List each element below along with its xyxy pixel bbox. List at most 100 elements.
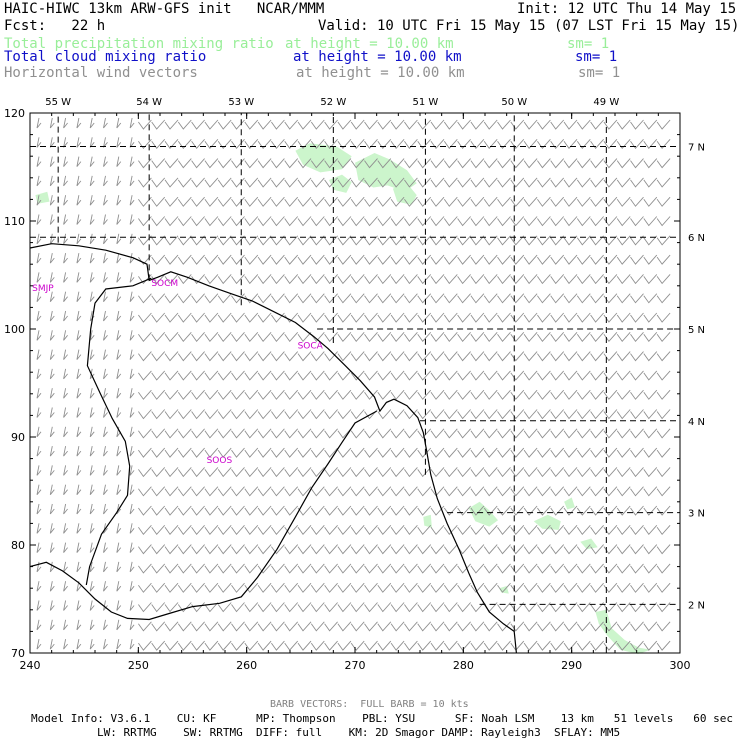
wind-barb — [550, 139, 565, 150]
wind-barb — [36, 581, 42, 592]
wind-barb — [537, 293, 551, 304]
precip-region-10 — [564, 497, 575, 510]
wind-barb — [36, 484, 42, 495]
wind-barb — [63, 117, 68, 129]
wind-barb — [76, 388, 82, 399]
wind-barb — [443, 525, 458, 536]
wind-barb — [417, 486, 432, 497]
wind-barb — [550, 312, 565, 323]
wind-barb — [129, 619, 135, 631]
wind-barb — [297, 428, 312, 439]
wind-barb — [244, 235, 259, 246]
wind-barb — [257, 177, 272, 188]
wind-barb — [129, 426, 135, 438]
wind-barb — [417, 119, 432, 130]
wind-barb — [523, 563, 538, 574]
wind-barb — [590, 293, 604, 304]
wind-barb — [470, 312, 485, 323]
wind-barb — [590, 119, 604, 130]
wind-barb — [284, 505, 299, 516]
wind-barb — [231, 312, 245, 323]
wind-barb — [656, 119, 671, 130]
wind-barb — [297, 525, 312, 536]
wind-barb — [337, 447, 352, 458]
wind-barb — [284, 486, 299, 497]
wind-barb — [231, 332, 245, 343]
wind-barb — [364, 235, 378, 246]
wind-barb — [244, 602, 259, 613]
wind-barb — [103, 484, 108, 495]
wind-barb — [497, 119, 511, 130]
wind-barb — [103, 542, 108, 553]
wind-barb — [616, 293, 631, 304]
wind-barb — [271, 216, 285, 227]
wind-barb — [563, 582, 578, 593]
wind-barb — [324, 158, 338, 169]
wind-barb — [643, 274, 658, 285]
wind-barb — [324, 389, 338, 400]
wind-barb — [76, 523, 82, 534]
wind-barb — [164, 351, 179, 362]
wind-barb — [103, 310, 108, 322]
wind-barb — [603, 525, 618, 536]
wind-barb — [310, 428, 325, 439]
wind-barb — [191, 177, 205, 188]
wind-barb — [457, 602, 471, 613]
wind-barb — [364, 254, 378, 265]
wind-barb — [470, 505, 485, 516]
wind-barb — [151, 312, 166, 323]
wind-barb — [537, 621, 551, 632]
wind-barb — [297, 177, 312, 188]
wind-barb — [204, 216, 219, 227]
wind-barb — [337, 621, 352, 632]
wind-barb — [244, 428, 259, 439]
wind-barb — [49, 368, 55, 380]
wind-barb — [656, 409, 671, 420]
wind-barb — [616, 351, 631, 362]
wind-barb — [550, 293, 565, 304]
wind-barb — [483, 544, 498, 555]
wind-barb — [590, 563, 604, 574]
wind-barb — [470, 351, 485, 362]
wind-barb — [63, 465, 68, 476]
wind-barb — [457, 235, 471, 246]
wind-barb — [350, 486, 365, 497]
wind-barb — [537, 563, 551, 574]
wind-barb — [510, 235, 525, 246]
wind-barb — [630, 409, 644, 420]
wind-barb — [244, 332, 259, 343]
wind-barb — [497, 621, 511, 632]
wind-barb — [217, 447, 232, 458]
wind-barb — [377, 351, 392, 362]
wind-barb — [297, 332, 312, 343]
wind-barb — [244, 563, 259, 574]
wind-barb — [271, 544, 285, 555]
wind-barb — [616, 602, 631, 613]
wind-barb — [204, 370, 219, 381]
wind-barb — [510, 216, 525, 227]
wind-barb — [36, 542, 42, 553]
wind-barb — [191, 351, 205, 362]
wind-barb — [483, 139, 498, 150]
wind-barb — [457, 505, 471, 516]
wind-barb — [103, 639, 108, 650]
wind-barb — [204, 525, 219, 536]
wind-barb — [204, 312, 219, 323]
wind-barb — [76, 503, 82, 515]
wind-barb — [151, 332, 166, 343]
wind-barb — [563, 525, 578, 536]
wind-barb — [138, 544, 152, 555]
wind-barb — [177, 235, 192, 246]
wind-barb — [616, 582, 631, 593]
wind-barb — [563, 428, 578, 439]
wind-barb — [324, 312, 338, 323]
wind-barb — [231, 370, 245, 381]
wind-barb — [271, 467, 285, 478]
wind-barb — [550, 177, 565, 188]
wind-barb — [191, 235, 205, 246]
wind-barb — [257, 640, 272, 651]
wind-barb — [103, 581, 108, 592]
wind-barb — [483, 351, 498, 362]
wind-barb — [563, 312, 578, 323]
wind-barb — [603, 254, 618, 265]
